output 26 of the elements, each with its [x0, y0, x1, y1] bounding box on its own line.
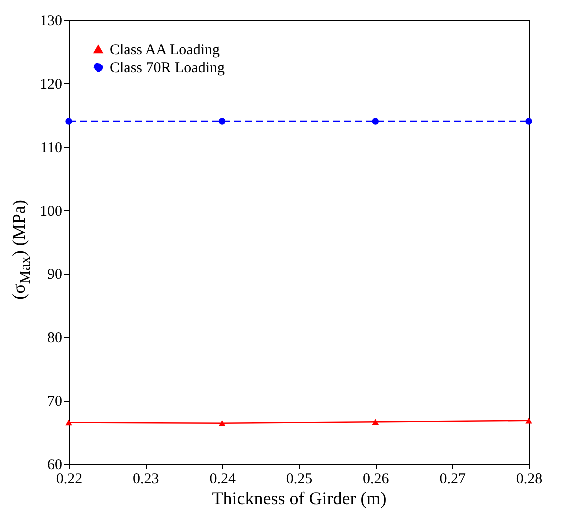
y-tick-label: 120	[40, 76, 62, 93]
legend-label: Class 70R Loading	[110, 60, 226, 76]
x-axis-title: Thickness of Girder (m)	[212, 488, 387, 508]
point	[218, 118, 226, 125]
x-tick-label: 0.22	[56, 472, 83, 488]
y-tick-label: 130	[40, 14, 62, 30]
y-tick-label: 110	[40, 140, 62, 156]
x-tick-label: 0.24	[210, 472, 236, 488]
y-tick-label: 60	[48, 458, 62, 474]
point	[526, 418, 532, 424]
x-tick-label: 0.23	[133, 472, 160, 488]
point	[218, 420, 226, 426]
y-tick-label: 70	[48, 394, 62, 410]
y-tick-label: 80	[48, 330, 62, 347]
point	[526, 118, 532, 125]
x-tick-label: 0.25	[286, 472, 313, 488]
legend-label: Class AA Loading	[110, 42, 220, 58]
point	[372, 419, 380, 426]
x-tick-label: 0.26	[363, 472, 390, 488]
point	[66, 420, 72, 426]
x-tick-label: 0.27	[440, 472, 466, 488]
y-tick-label: 100	[40, 204, 62, 220]
point	[372, 118, 380, 125]
y-tick-label: 90	[48, 267, 62, 284]
x-tick-label: 0.28	[516, 472, 543, 488]
point	[66, 118, 72, 125]
